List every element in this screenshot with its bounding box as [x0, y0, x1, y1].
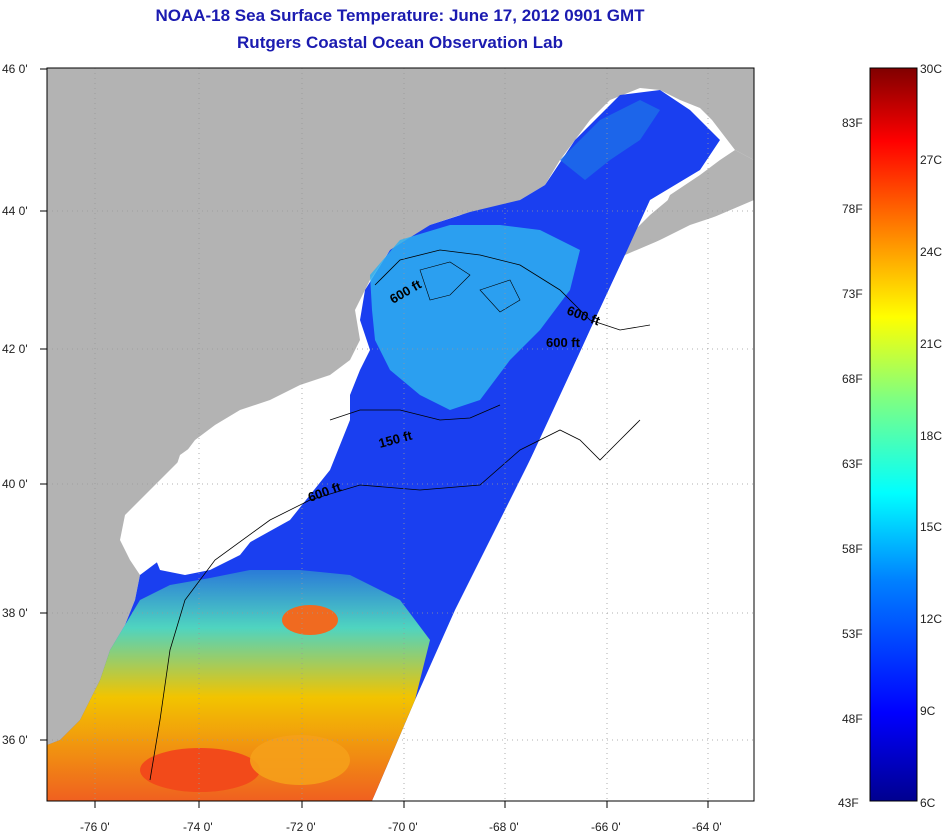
- gulf-stream-core: [140, 748, 260, 792]
- lat-label: 38 0': [2, 606, 28, 620]
- lon-label: -66 0': [591, 820, 621, 834]
- warm-eddy: [282, 605, 338, 635]
- colorbar-celsius-label: 24C: [920, 245, 943, 259]
- lon-label: -74 0': [183, 820, 213, 834]
- colorbar-celsius-label: 21C: [920, 337, 943, 351]
- colorbar-fahrenheit-label: 48F: [842, 712, 863, 726]
- colorbar-scale: [869, 67, 918, 802]
- contour-label: 600 ft: [546, 335, 581, 350]
- colorbar-fahrenheit-label: 53F: [842, 627, 863, 641]
- map-border: [46, 67, 755, 802]
- axis-ticks: [40, 68, 709, 808]
- lon-label: -64 0': [692, 820, 722, 834]
- gulf-of-maine-water: [370, 225, 580, 410]
- lat-label: 46 0': [2, 62, 28, 76]
- lat-label: 36 0': [2, 733, 28, 747]
- colorbar-celsius-label: 9C: [920, 704, 936, 718]
- colorbar-fahrenheit-label: 43F: [838, 796, 859, 810]
- contour-gom: [374, 249, 651, 331]
- colorbar-celsius-label: 27C: [920, 153, 943, 167]
- map-subtitle: Rutgers Coastal Ocean Observation Lab: [237, 33, 563, 52]
- map-title: NOAA-18 Sea Surface Temperature: June 17…: [155, 6, 645, 25]
- colorbar-celsius-label: 6C: [920, 796, 936, 810]
- swath-edge: [372, 200, 754, 801]
- lat-label: 42 0': [2, 342, 28, 356]
- lon-label: -76 0': [80, 820, 110, 834]
- lon-label: -68 0': [489, 820, 519, 834]
- lat-label: 44 0': [2, 204, 28, 218]
- contour-150ft: [329, 404, 501, 421]
- colorbar-fahrenheit-label: 58F: [842, 542, 863, 556]
- colorbar-celsius-label: 18C: [920, 429, 943, 443]
- lon-label: -70 0': [388, 820, 418, 834]
- colorbar-celsius-label: 12C: [920, 612, 943, 626]
- lon-label: -72 0': [286, 820, 316, 834]
- nova-scotia-outside: [650, 150, 754, 240]
- colorbar-fahrenheit-label: 83F: [842, 116, 863, 130]
- lat-label: 40 0': [2, 477, 28, 491]
- colorbar-fahrenheit-label: 73F: [842, 287, 863, 301]
- graticule: [47, 68, 754, 801]
- colorbar-celsius-label: 15C: [920, 520, 943, 534]
- colorbar-fahrenheit-label: 78F: [842, 202, 863, 216]
- contour-gom-inner: [419, 261, 521, 313]
- colorbar-fahrenheit-label: 63F: [842, 457, 863, 471]
- contour-600ft: [149, 419, 641, 781]
- colorbar-fahrenheit-label: 68F: [842, 372, 863, 386]
- colorbar-celsius-label: 30C: [920, 62, 943, 76]
- land-mass: [47, 68, 754, 745]
- gulf-stream-edge: [250, 735, 350, 785]
- bay-of-fundy-water: [560, 100, 660, 180]
